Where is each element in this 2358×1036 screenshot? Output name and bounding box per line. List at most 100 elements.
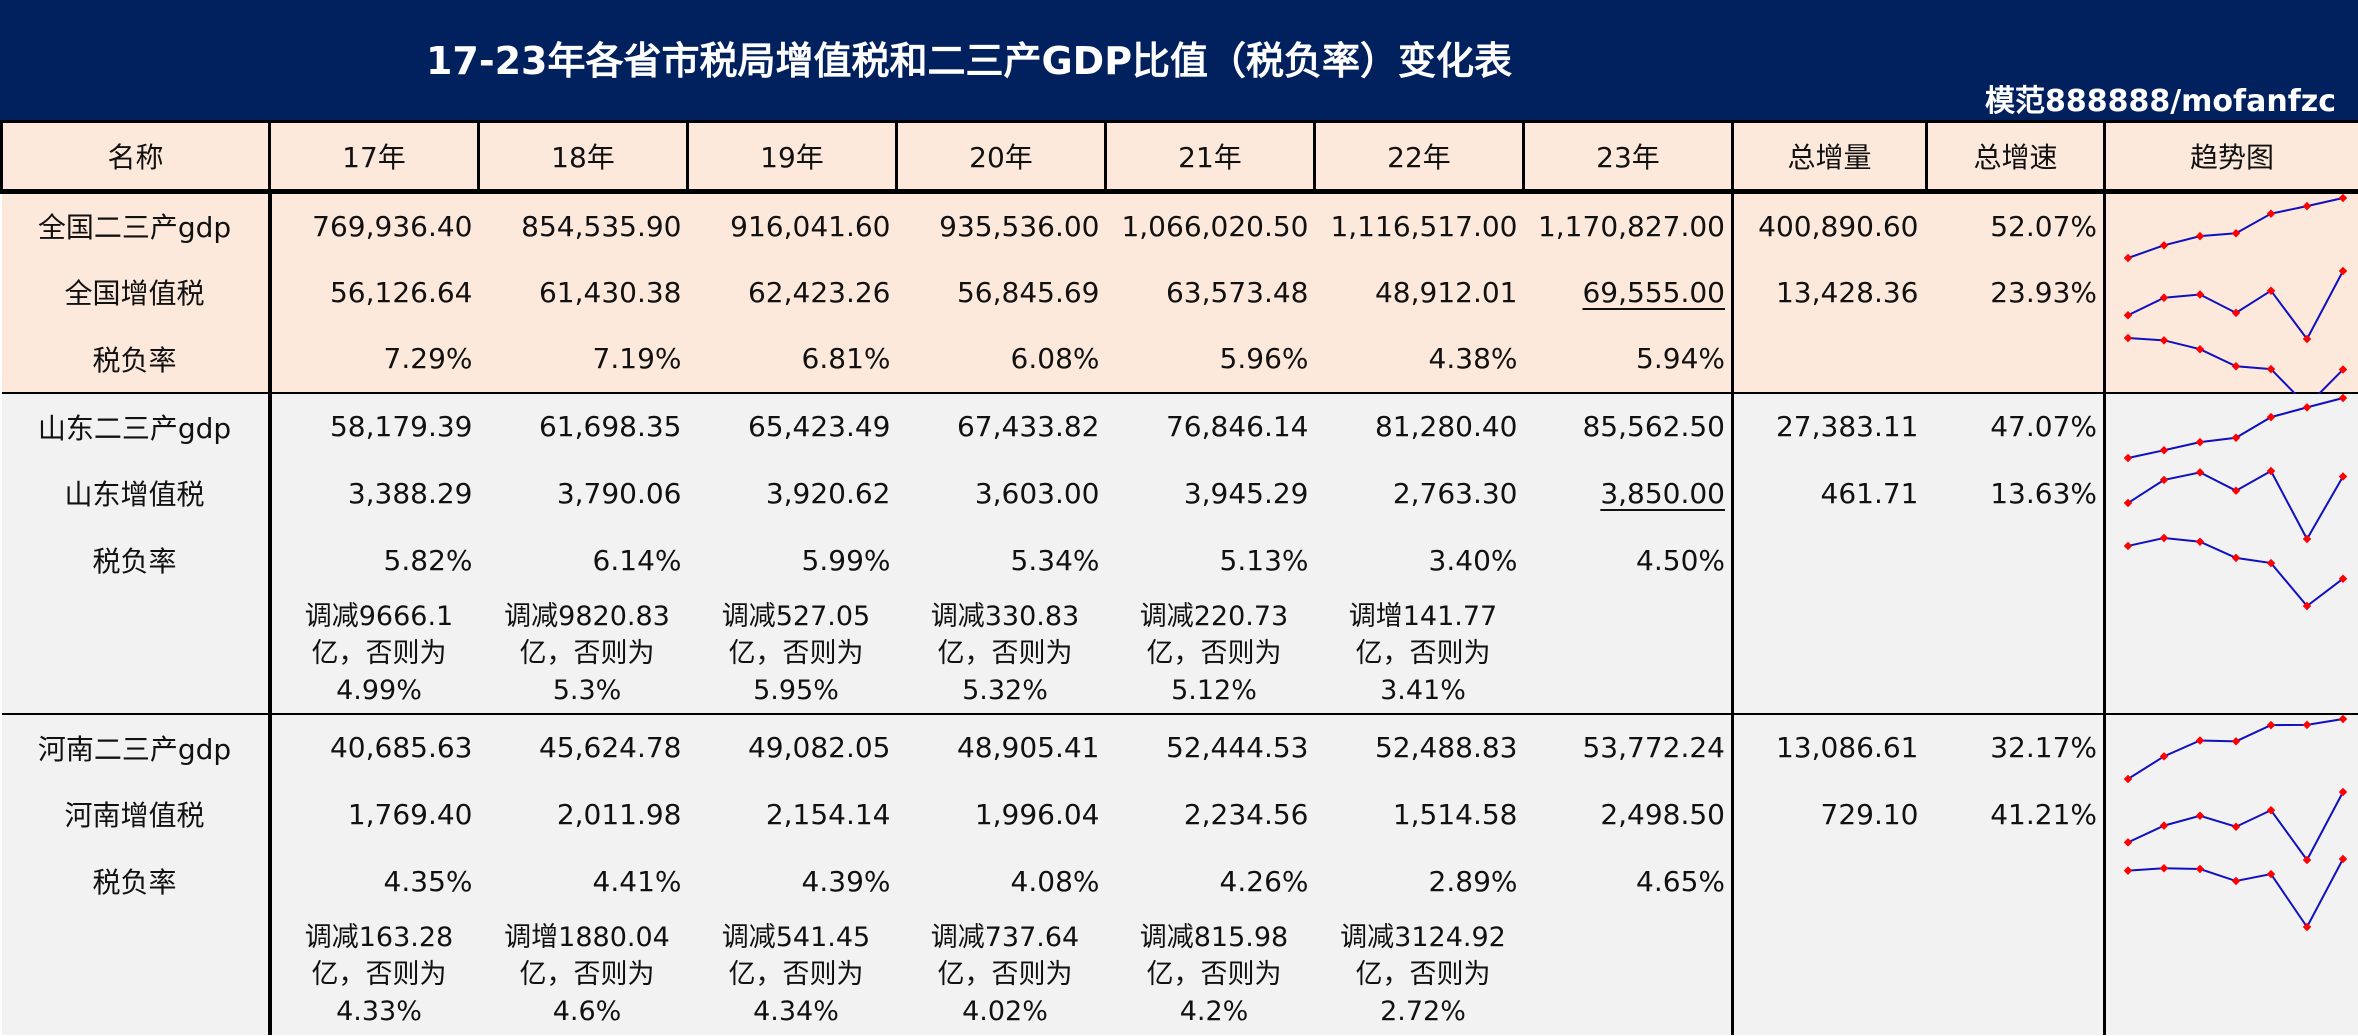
sparkline bbox=[2128, 719, 2343, 779]
value-text: 63,573.48 bbox=[1166, 276, 1309, 309]
header-row: 名称 17年 18年 19年 20年 21年 22年 23年 总增量 总增速 趋… bbox=[2, 122, 2358, 192]
total-growth-cell: 41.21% bbox=[1927, 781, 2105, 848]
row-label: 全国增值税 bbox=[2, 259, 270, 326]
value-text: 61,430.38 bbox=[539, 276, 682, 309]
value-cell: 2,234.56 bbox=[1106, 781, 1315, 848]
value-text: 5.99% bbox=[802, 544, 891, 577]
total-growth-cell bbox=[1927, 326, 2105, 393]
col-header-23: 23年 bbox=[1524, 122, 1733, 192]
value-cell: 4.08% bbox=[897, 848, 1106, 915]
sparkline-marker bbox=[2196, 232, 2204, 240]
trend-chart-cell bbox=[2105, 192, 2358, 393]
value-cell: 3,790.06 bbox=[479, 460, 688, 527]
total-increase-cell: 461.71 bbox=[1733, 460, 1927, 527]
value-text: 65,423.49 bbox=[748, 410, 891, 443]
value-cell: 49,082.05 bbox=[688, 714, 897, 781]
value-cell: 5.82% bbox=[270, 527, 479, 594]
value-cell: 5.94% bbox=[1524, 326, 1733, 393]
col-header-trend: 趋势图 bbox=[2105, 122, 2358, 192]
value-cell: 1,514.58 bbox=[1315, 781, 1524, 848]
adjustment-note: 调减737.64亿，否则为4.02% bbox=[897, 915, 1106, 1035]
row-label: 税负率 bbox=[2, 848, 270, 915]
sparkline-marker bbox=[2339, 472, 2347, 480]
value-text: 3,920.62 bbox=[766, 477, 891, 510]
total-increase-cell bbox=[1733, 326, 1927, 393]
sparkline-marker bbox=[2267, 466, 2275, 474]
total-growth-cell: 47.07% bbox=[1927, 393, 2105, 460]
adjustment-note: 调减815.98亿，否则为4.2% bbox=[1106, 915, 1315, 1035]
sparkline-marker bbox=[2232, 486, 2240, 494]
total-increase-cell bbox=[1733, 848, 1927, 915]
value-text: 2,234.56 bbox=[1184, 798, 1309, 831]
row-label-empty bbox=[2, 594, 270, 714]
value-text: 4.38% bbox=[1429, 342, 1518, 375]
value-cell: 1,066,020.50 bbox=[1106, 192, 1315, 259]
value-cell: 61,698.35 bbox=[479, 393, 688, 460]
value-cell: 81,280.40 bbox=[1315, 393, 1524, 460]
value-cell: 58,179.39 bbox=[270, 393, 479, 460]
total-increase-cell: 13,428.36 bbox=[1733, 259, 1927, 326]
row-label: 山东二三产gdp bbox=[2, 393, 270, 460]
sparkline-marker bbox=[2124, 866, 2132, 874]
value-text: 69,555.00 bbox=[1582, 276, 1725, 309]
value-cell: 769,936.40 bbox=[270, 192, 479, 259]
row-label: 税负率 bbox=[2, 326, 270, 393]
sparkline-marker bbox=[2303, 202, 2311, 210]
sparkline-marker bbox=[2124, 838, 2132, 846]
value-cell: 63,573.48 bbox=[1106, 259, 1315, 326]
value-text: 1,996.04 bbox=[975, 798, 1100, 831]
value-text: 2,498.50 bbox=[1600, 798, 1725, 831]
value-text: 935,536.00 bbox=[939, 210, 1099, 243]
tax-burden-table: 名称 17年 18年 19年 20年 21年 22年 23年 总增量 总增速 趋… bbox=[0, 120, 2358, 1031]
sparkline-marker bbox=[2232, 553, 2240, 561]
total-increase-cell: 13,086.61 bbox=[1733, 714, 1927, 781]
sparkline bbox=[2128, 198, 2343, 258]
value-cell: 2,011.98 bbox=[479, 781, 688, 848]
sparkline-marker bbox=[2160, 336, 2168, 344]
value-text: 58,179.39 bbox=[330, 410, 473, 443]
row-label-empty bbox=[2, 915, 270, 1035]
value-cell: 52,444.53 bbox=[1106, 714, 1315, 781]
adjustment-note bbox=[1524, 594, 1733, 714]
value-text: 1,170,827.00 bbox=[1538, 210, 1725, 243]
sparkline-marker bbox=[2160, 864, 2168, 872]
sparkline-marker bbox=[2232, 822, 2240, 830]
sparkline-marker bbox=[2124, 453, 2132, 461]
sparkline-marker bbox=[2339, 267, 2347, 275]
sparkline-marker bbox=[2160, 446, 2168, 454]
sparkline-marker bbox=[2196, 437, 2204, 445]
value-text: 5.96% bbox=[1220, 342, 1309, 375]
sparkline-chart bbox=[2106, 715, 2358, 1036]
col-header-22: 22年 bbox=[1315, 122, 1524, 192]
sparkline bbox=[2128, 859, 2343, 927]
col-header-21: 21年 bbox=[1106, 122, 1315, 192]
value-cell: 4.65% bbox=[1524, 848, 1733, 915]
value-cell: 48,905.41 bbox=[897, 714, 1106, 781]
sparkline-marker bbox=[2232, 433, 2240, 441]
sparkline-marker bbox=[2267, 412, 2275, 420]
value-cell: 3.40% bbox=[1315, 527, 1524, 594]
sparkline-marker bbox=[2196, 290, 2204, 298]
sparkline bbox=[2128, 538, 2343, 606]
sparkline-marker bbox=[2160, 533, 2168, 541]
col-header-total-increase: 总增量 bbox=[1733, 122, 1927, 192]
value-text: 7.19% bbox=[593, 342, 682, 375]
sparkline-marker bbox=[2339, 854, 2347, 862]
value-cell: 7.29% bbox=[270, 326, 479, 393]
sparkline-marker bbox=[2124, 311, 2132, 319]
total-growth-cell bbox=[1927, 527, 2105, 594]
value-cell: 62,423.26 bbox=[688, 259, 897, 326]
value-cell: 6.08% bbox=[897, 326, 1106, 393]
sparkline-marker bbox=[2160, 821, 2168, 829]
sparkline-chart bbox=[2106, 194, 2358, 395]
value-text: 53,772.24 bbox=[1582, 731, 1725, 764]
value-text: 49,082.05 bbox=[748, 731, 891, 764]
sparkline-marker bbox=[2196, 345, 2204, 353]
total-growth-cell: 13.63% bbox=[1927, 460, 2105, 527]
adjustment-note bbox=[1524, 915, 1733, 1035]
value-cell: 1,996.04 bbox=[897, 781, 1106, 848]
